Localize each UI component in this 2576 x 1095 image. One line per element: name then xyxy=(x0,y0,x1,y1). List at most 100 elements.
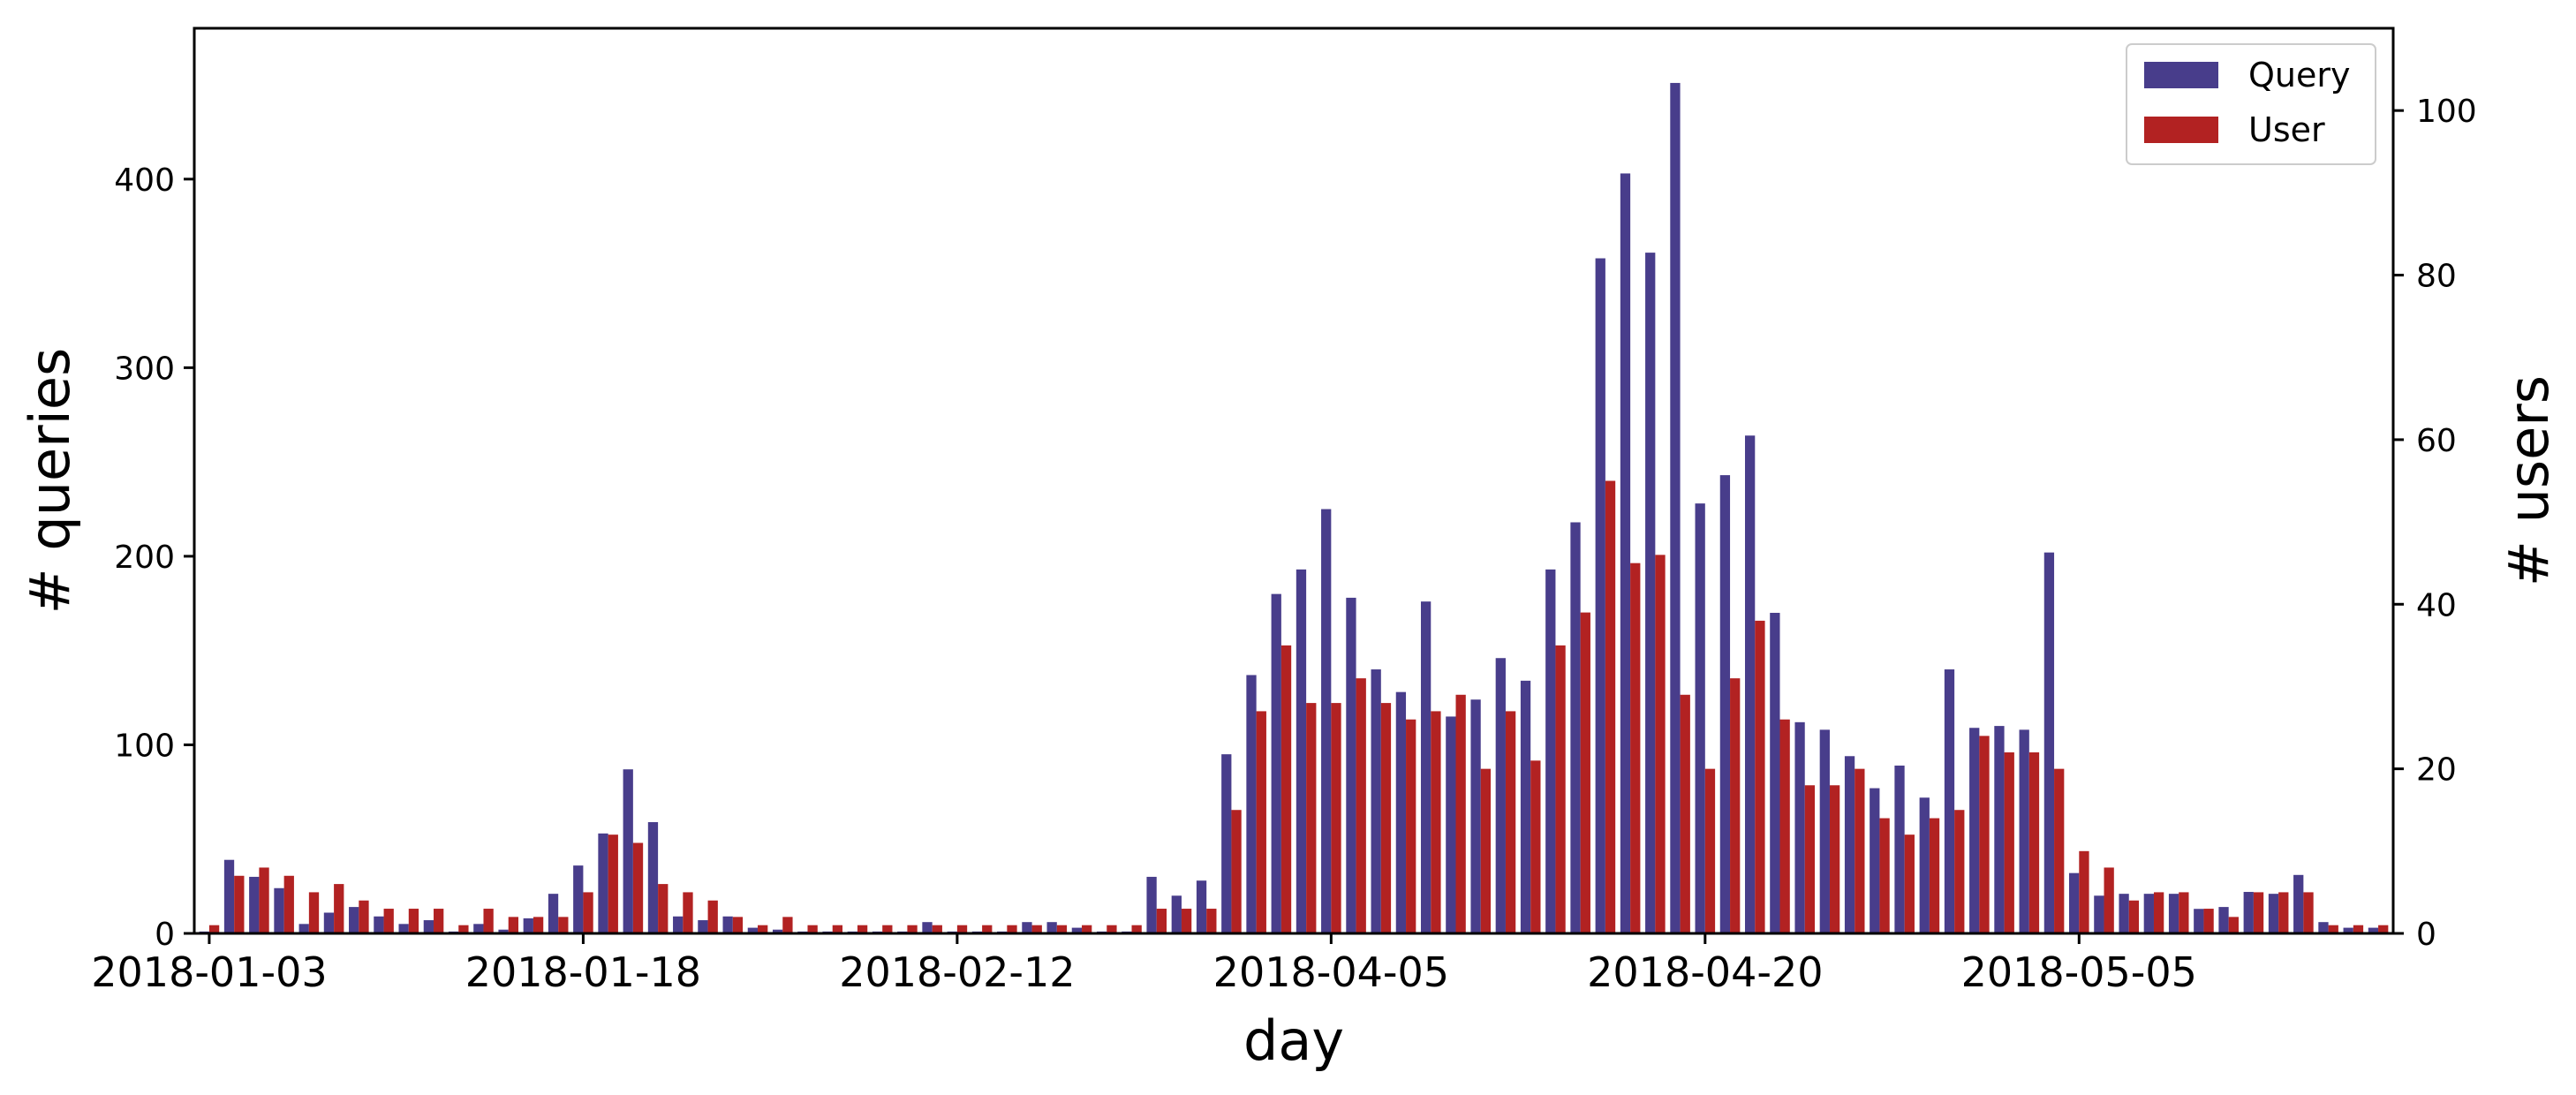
bar-user xyxy=(1530,760,1541,933)
bar-user xyxy=(2054,768,2065,933)
bar-query xyxy=(673,916,684,933)
bar-query xyxy=(1645,253,1656,933)
bar-query xyxy=(1271,593,1281,934)
bar-query xyxy=(722,916,733,933)
bar-query xyxy=(1146,876,1157,933)
bar-user xyxy=(2378,925,2389,933)
bar-user xyxy=(1904,834,1915,933)
bar-query xyxy=(1844,756,1855,933)
bar-user xyxy=(982,925,993,933)
bar-query xyxy=(423,920,434,933)
bar-user xyxy=(259,867,269,933)
bar-user xyxy=(1979,736,1990,933)
bar-user xyxy=(458,925,469,933)
bar-query xyxy=(523,918,533,933)
bar-query xyxy=(1046,922,1057,933)
bar-query xyxy=(473,924,484,933)
bar-query xyxy=(1221,754,1232,933)
bar-user xyxy=(2303,892,2314,933)
bar-user xyxy=(707,900,718,933)
bar-query xyxy=(1719,475,1731,933)
bar-user xyxy=(683,892,693,933)
bar-user xyxy=(1954,810,1965,933)
bar-query xyxy=(1470,699,1481,933)
left-y-tick-label: 400 xyxy=(114,162,175,199)
bar-query xyxy=(548,894,559,933)
bar-user xyxy=(359,900,369,933)
x-axis-title: day xyxy=(1243,1008,1344,1073)
bar-user xyxy=(1555,645,1566,933)
bar-query xyxy=(1595,258,1605,933)
bar-query xyxy=(1420,601,1432,933)
bar-user xyxy=(1056,925,1068,933)
bar-user xyxy=(782,917,793,933)
bar-query xyxy=(1969,728,1980,933)
bar-query xyxy=(1346,597,1356,933)
bar-query xyxy=(1395,691,1407,933)
bar-user xyxy=(1505,711,1516,933)
bar-query xyxy=(223,859,235,933)
bar-query xyxy=(1321,509,1332,933)
bar-query xyxy=(2119,894,2129,933)
bar-user xyxy=(658,884,669,933)
bar-user xyxy=(383,909,394,933)
bar-query xyxy=(1819,729,1830,934)
legend-label-user: User xyxy=(2248,110,2325,149)
bar-user xyxy=(1331,703,1341,933)
bar-user xyxy=(758,925,768,933)
bar-query xyxy=(349,907,359,933)
bar-user xyxy=(234,875,245,933)
bar-user xyxy=(1704,768,1716,933)
bar-user xyxy=(1655,555,1666,933)
bar-user xyxy=(2128,900,2140,933)
bar-query xyxy=(2143,894,2154,933)
bar-user xyxy=(2153,892,2164,933)
bar-query xyxy=(1695,503,1705,934)
x-tick-label: 2018-02-12 xyxy=(839,948,1075,996)
x-tick-label: 2018-05-05 xyxy=(1961,948,2197,996)
legend-label-query: Query xyxy=(2248,56,2350,94)
right-y-tick-label: 60 xyxy=(2416,423,2457,459)
bar-user xyxy=(1630,563,1641,933)
bar-query xyxy=(647,822,659,933)
bar-user xyxy=(1855,768,1865,933)
bar-user xyxy=(956,925,968,933)
bars-layer xyxy=(199,82,2389,934)
bar-query xyxy=(374,916,384,933)
bar-user xyxy=(807,925,818,933)
legend-swatch-query xyxy=(2144,62,2218,88)
bar-query xyxy=(2218,907,2229,933)
bar-user xyxy=(882,925,893,933)
right-y-tick-label: 20 xyxy=(2416,752,2457,789)
bar-user xyxy=(907,925,918,933)
x-tick-label: 2018-01-18 xyxy=(465,948,701,996)
bar-user xyxy=(1181,909,1192,933)
bar-user xyxy=(1380,703,1392,933)
bar-user xyxy=(1280,645,1292,933)
bar-user xyxy=(408,909,419,933)
bar-user xyxy=(1431,711,1441,933)
bar-user xyxy=(1206,909,1217,933)
bar-user xyxy=(857,925,868,933)
bar-user xyxy=(1107,925,1117,933)
right-y-tick-label: 40 xyxy=(2416,587,2457,623)
plot-frame xyxy=(193,26,2395,935)
legend: Query User xyxy=(2126,43,2376,165)
bar-user xyxy=(1879,818,1890,933)
bar-query xyxy=(1794,721,1805,933)
right-y-tick-label: 100 xyxy=(2416,94,2477,130)
bar-user xyxy=(2028,752,2040,933)
bar-user xyxy=(334,884,344,933)
bar-query xyxy=(498,929,509,933)
x-axis: 2018-01-03 2018-01-18 2018-02-12 2018-04-05… xyxy=(91,933,2197,996)
bar-query xyxy=(1870,788,1880,933)
bar-user xyxy=(2203,909,2214,933)
bar-user xyxy=(1929,818,1940,933)
bar-user xyxy=(1580,612,1590,933)
bar-user xyxy=(632,842,644,933)
bar-user xyxy=(1680,694,1690,933)
left-y-tick-label: 200 xyxy=(114,540,175,576)
left-axis-title: # queries xyxy=(18,348,82,615)
bar-query xyxy=(1944,669,1955,933)
right-axis-title: # users xyxy=(2497,375,2561,586)
